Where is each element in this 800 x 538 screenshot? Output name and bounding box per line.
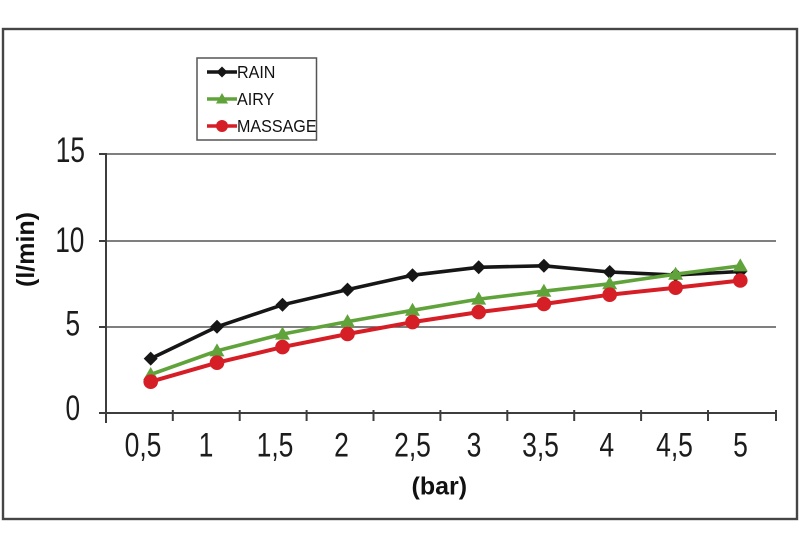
svg-text:5: 5 [66,304,81,344]
svg-text:(l/min): (l/min) [12,212,40,287]
svg-text:2: 2 [334,426,349,464]
svg-text:2,5: 2,5 [394,426,431,464]
svg-text:AIRY: AIRY [237,90,274,110]
svg-text:15: 15 [56,130,85,170]
svg-text:1,5: 1,5 [257,426,294,464]
svg-text:10: 10 [55,220,84,260]
svg-text:0: 0 [66,388,81,428]
svg-text:0,5: 0,5 [125,426,162,464]
svg-text:4,5: 4,5 [656,426,693,464]
svg-text:3,5: 3,5 [522,426,559,464]
svg-text:RAIN: RAIN [237,63,275,83]
svg-text:MASSAGE: MASSAGE [237,117,317,137]
svg-text:(bar): (bar) [412,473,468,501]
svg-text:1: 1 [199,426,214,464]
svg-text:5: 5 [733,426,748,464]
svg-text:3: 3 [467,426,482,464]
svg-text:4: 4 [599,426,614,464]
